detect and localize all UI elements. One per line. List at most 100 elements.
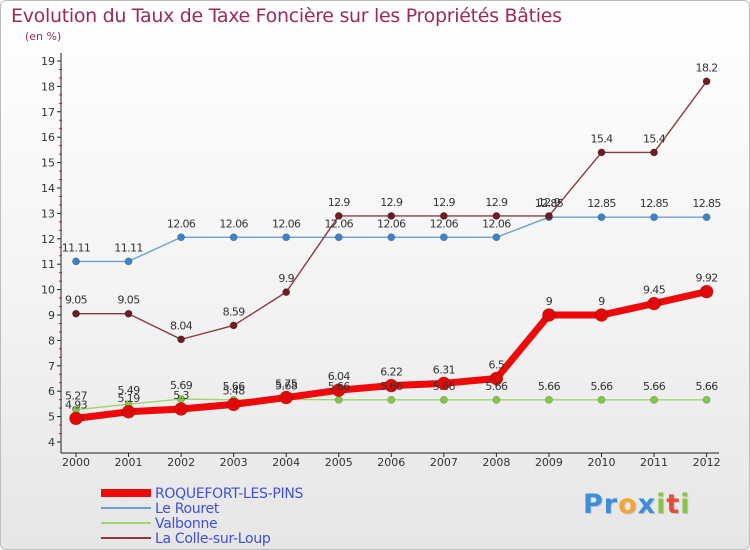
data-point-roquefort-les-pins xyxy=(331,383,346,397)
data-label-le-rouret: 12.06 xyxy=(167,217,196,230)
data-point-roquefort-les-pins xyxy=(121,404,136,419)
proxiti-logo: Proxiti xyxy=(583,489,691,520)
data-label-roquefort-les-pins: 6.04 xyxy=(328,370,351,383)
data-point-roquefort-les-pins xyxy=(69,411,83,426)
data-point-valbonne xyxy=(439,395,448,404)
y-tick-label: 18 xyxy=(41,80,55,93)
x-tick-label: 2009 xyxy=(535,456,563,469)
data-point-valbonne xyxy=(545,395,553,404)
data-label-le-rouret: 12.06 xyxy=(482,217,511,230)
chart-title: Evolution du Taux de Taxe Foncière sur l… xyxy=(11,5,562,27)
data-point-valbonne xyxy=(387,395,396,404)
data-point-roquefort-les-pins xyxy=(699,284,714,299)
x-tick-label: 2006 xyxy=(377,456,405,469)
legend-label: ROQUEFORT-LES-PINS xyxy=(155,486,304,502)
data-label-roquefort-les-pins: 9.92 xyxy=(696,272,718,285)
y-axis-unit-label: (en %) xyxy=(25,30,62,43)
data-point-la-colle-sur-loup xyxy=(177,335,185,344)
data-label-roquefort-les-pins: 9.45 xyxy=(643,284,666,297)
data-point-le-rouret xyxy=(439,233,448,242)
data-point-la-colle-sur-loup xyxy=(72,309,80,318)
data-point-la-colle-sur-loup xyxy=(650,148,658,157)
data-label-le-rouret: 12.06 xyxy=(325,217,354,230)
data-point-la-colle-sur-loup xyxy=(597,148,606,157)
x-tick-label: 2007 xyxy=(430,456,458,469)
data-label-le-rouret: 12.85 xyxy=(587,197,616,210)
data-point-roquefort-les-pins xyxy=(437,376,451,391)
data-point-la-colle-sur-loup xyxy=(124,309,133,318)
data-point-roquefort-les-pins xyxy=(279,390,294,405)
data-point-le-rouret xyxy=(597,213,606,222)
x-tick-label: 2012 xyxy=(693,456,721,469)
data-label-roquefort-les-pins: 9 xyxy=(546,295,553,308)
x-tick-label: 2000 xyxy=(62,456,90,469)
data-label-roquefort-les-pins: 6.22 xyxy=(380,366,402,379)
data-label-valbonne: 5.66 xyxy=(696,380,719,393)
y-tick-label: 10 xyxy=(41,284,55,297)
data-label-valbonne: 5.66 xyxy=(433,380,456,393)
data-point-le-rouret xyxy=(72,257,80,266)
data-point-roquefort-les-pins xyxy=(489,371,504,386)
data-label-la-colle-sur-loup: 8.04 xyxy=(170,319,193,332)
data-label-le-rouret: 12.06 xyxy=(219,217,248,230)
data-point-la-colle-sur-loup xyxy=(334,212,343,220)
y-tick-label: 11 xyxy=(41,258,55,271)
data-label-roquefort-les-pins: 5.3 xyxy=(173,389,189,402)
data-label-la-colle-sur-loup: 15.4 xyxy=(643,132,666,145)
data-label-valbonne: 5.68 xyxy=(275,379,298,392)
legend-label: La Colle-sur-Loup xyxy=(155,531,271,547)
data-label-la-colle-sur-loup: 9.9 xyxy=(278,272,294,285)
data-label-valbonne: 5.66 xyxy=(538,380,561,393)
x-tick-label: 2001 xyxy=(115,456,143,469)
data-point-roquefort-les-pins xyxy=(226,397,241,412)
logo-letter: o xyxy=(618,489,638,520)
data-point-valbonne xyxy=(702,395,711,404)
y-tick-label: 12 xyxy=(41,233,55,246)
y-tick-label: 4 xyxy=(48,436,55,449)
data-label-roquefort-les-pins: 5.19 xyxy=(118,392,141,405)
series-line-la-colle-sur-loup xyxy=(75,80,708,341)
data-label-la-colle-sur-loup: 12.9 xyxy=(485,196,508,209)
data-point-valbonne xyxy=(650,395,658,404)
data-point-roquefort-les-pins xyxy=(174,402,188,416)
data-point-valbonne xyxy=(492,395,501,404)
data-label-valbonne: 5.66 xyxy=(380,380,403,393)
data-point-la-colle-sur-loup xyxy=(439,212,448,220)
data-label-valbonne: 5.49 xyxy=(118,384,141,397)
logo-letter: x xyxy=(637,489,657,520)
data-label-valbonne: 5.66 xyxy=(328,380,351,393)
data-label-roquefort-les-pins: 5.48 xyxy=(223,384,246,397)
logo-letter: r xyxy=(603,489,619,520)
x-tick-label: 2005 xyxy=(325,456,353,469)
x-tick-label: 2008 xyxy=(482,456,510,469)
data-label-la-colle-sur-loup: 12.9 xyxy=(433,196,456,209)
x-tick-label: 2010 xyxy=(588,456,616,469)
y-tick-label: 17 xyxy=(41,106,55,119)
data-point-le-rouret xyxy=(492,233,501,242)
data-labels: 11.11 11.11 12.06 12.06 12.06 12.06 12.06 12.06… xyxy=(62,61,722,411)
data-label-la-colle-sur-loup: 9.05 xyxy=(118,294,141,307)
logo-letter: i xyxy=(680,489,691,520)
data-label-la-colle-sur-loup: 12.9 xyxy=(538,196,561,209)
data-label-roquefort-les-pins: 6.5 xyxy=(489,359,505,372)
data-point-le-rouret xyxy=(177,233,185,242)
y-tick-label: 13 xyxy=(41,207,55,220)
y-tick-label: 8 xyxy=(48,334,55,347)
data-point-le-rouret xyxy=(387,233,396,242)
y-tick-label: 6 xyxy=(48,385,55,398)
data-point-roquefort-les-pins xyxy=(647,296,661,311)
data-label-roquefort-les-pins: 6.31 xyxy=(433,363,455,376)
data-point-le-rouret xyxy=(702,213,711,222)
data-label-la-colle-sur-loup: 12.9 xyxy=(328,196,351,209)
legend-label: Valbonne xyxy=(155,516,218,532)
data-label-le-rouret: 12.06 xyxy=(377,217,406,230)
data-label-valbonne: 5.66 xyxy=(485,380,508,393)
data-label-valbonne: 5.27 xyxy=(65,390,88,403)
data-point-le-rouret xyxy=(282,233,291,242)
data-label-le-rouret: 12.06 xyxy=(272,217,301,230)
legend-swatch xyxy=(101,537,151,539)
logo-letter: t xyxy=(666,489,681,520)
data-point-roquefort-les-pins xyxy=(594,308,609,322)
x-tick-label: 2003 xyxy=(220,456,248,469)
